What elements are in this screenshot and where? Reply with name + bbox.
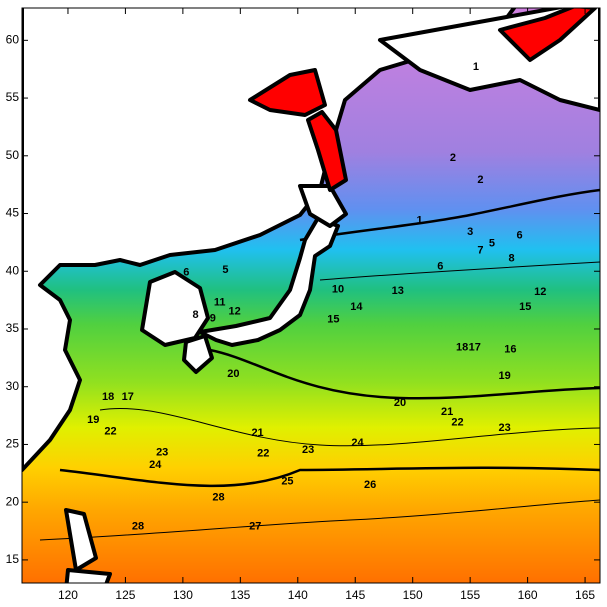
contour-label: 23 xyxy=(498,422,510,434)
x-tick-label: 125 xyxy=(115,588,135,602)
contour-label: 6 xyxy=(183,266,189,278)
contour-label: 19 xyxy=(498,370,510,382)
contour-label: 13 xyxy=(392,285,404,297)
contour-label: 26 xyxy=(364,479,376,491)
x-tick-label: 150 xyxy=(403,588,423,602)
y-tick-label: 15 xyxy=(6,552,20,566)
contour-label: 24 xyxy=(351,437,364,449)
contour-label: 19 xyxy=(87,414,99,426)
contour-label: 18 xyxy=(456,341,468,353)
isotherms xyxy=(39,188,600,541)
y-tick-label: 50 xyxy=(6,148,20,162)
contour-label: 9 xyxy=(210,312,216,324)
x-tick-label: 165 xyxy=(575,588,595,602)
contour-label: 1 xyxy=(417,214,423,226)
x-tick-label: 135 xyxy=(230,588,250,602)
contour-label: 2 xyxy=(477,174,483,186)
frame xyxy=(21,7,601,584)
y-tick-label: 25 xyxy=(6,437,20,451)
contour-label: 23 xyxy=(302,444,314,456)
contour-label: 17 xyxy=(122,391,134,403)
x-tick-label: 120 xyxy=(58,588,78,602)
contour-label: 20 xyxy=(394,397,406,409)
contour-label: 5 xyxy=(222,264,228,276)
contour-label: 3 xyxy=(467,226,473,238)
contour-label: 11 xyxy=(214,296,226,308)
x-tick-label: 155 xyxy=(460,588,480,602)
contour-label: 25 xyxy=(281,475,293,487)
contour-label: 16 xyxy=(504,344,516,356)
contour-label: 10 xyxy=(332,284,344,296)
contour-label: 28 xyxy=(132,520,144,532)
map-body xyxy=(22,8,600,583)
y-tick-label: 40 xyxy=(6,263,20,277)
contour-label: 21 xyxy=(251,427,263,439)
contour-label: 22 xyxy=(104,426,116,438)
x-tick-label: 160 xyxy=(518,588,538,602)
red-patches xyxy=(248,8,597,192)
contour-label: 22 xyxy=(257,448,269,460)
contour-label: 8 xyxy=(508,252,514,264)
contour-label: 12 xyxy=(534,286,546,298)
x-tick-label: 130 xyxy=(173,588,193,602)
contour-label: 7 xyxy=(477,244,483,256)
contour-label: 14 xyxy=(350,301,363,313)
contour-label: 21 xyxy=(441,406,453,418)
contour-label: 2 xyxy=(450,152,456,164)
contour-label: 24 xyxy=(149,459,162,471)
y-tick-label: 60 xyxy=(6,33,20,47)
contour-label: 5 xyxy=(489,237,495,249)
contour-label: 15 xyxy=(327,314,339,326)
contour-label: 28 xyxy=(212,491,224,503)
contour-label: 23 xyxy=(156,446,168,458)
contour-label: 22 xyxy=(451,416,463,428)
contour-label: 18 xyxy=(102,391,114,403)
x-tick-label: 140 xyxy=(288,588,308,602)
contour-label: 1 xyxy=(473,61,479,73)
contour-label: 15 xyxy=(519,301,531,313)
contour-label: 20 xyxy=(227,368,239,380)
contour-label: 27 xyxy=(249,520,261,532)
y-tick-label: 20 xyxy=(6,494,20,508)
contour-label: 17 xyxy=(469,341,481,353)
contour-label: 12 xyxy=(228,306,240,318)
x-tick-label: 145 xyxy=(345,588,365,602)
y-tick-label: 45 xyxy=(6,206,20,220)
y-tick-label: 55 xyxy=(6,90,20,104)
contour-label: 6 xyxy=(437,261,443,273)
contour-label: 8 xyxy=(192,309,198,321)
y-tick-label: 35 xyxy=(6,321,20,335)
y-tick-label: 30 xyxy=(6,379,20,393)
contour-label: 6 xyxy=(517,229,523,241)
